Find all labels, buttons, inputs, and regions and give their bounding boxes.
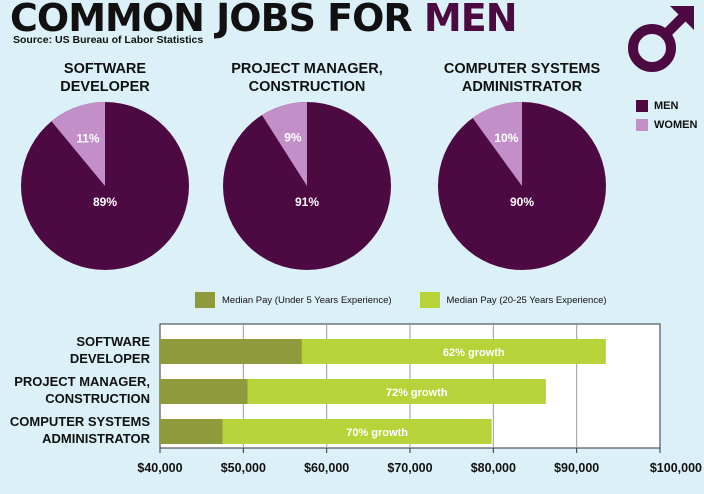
bar-pay-under5 [160,339,302,364]
legend-item-20-25: Median Pay (20-25 Years Experience) [419,292,607,308]
pie-slice-women [51,102,105,186]
bar-annotation: 72% growth [386,387,448,399]
source-note: Source: US Bureau of Labor Statistics [13,34,204,46]
legend-item-men: MEN [636,100,697,112]
bar-legend: Median Pay (Under 5 Years Experience) Me… [195,292,635,308]
pie-software-developer: SOFTWARE DEVELOPER 11% 89% [10,60,200,277]
tick-label: $40,000 [137,461,182,475]
pie-slice-women [472,102,522,186]
pie-label-women: 11% [76,132,100,146]
pie-title-line: ADMINISTRATOR [461,79,583,95]
pie-slice-women [261,102,307,186]
category-label: CONSTRUCTION [45,391,150,406]
pie-label-women: 10% [494,131,518,145]
pie-label-men: 91% [295,195,319,209]
pie-label-men: 90% [510,195,534,209]
bar-annotation: 70% growth [346,427,408,439]
pie-label-men: 89% [93,195,117,209]
legend-swatch-under5 [195,292,215,308]
legend-label: WOMEN [654,119,698,131]
category-label: DEVELOPER [70,351,151,366]
bar-chart: $40,000 $50,000 $60,000 $70,000 $80,000 $90,0… [10,323,702,475]
tick-label: $50,000 [221,461,266,475]
legend-swatch-women [636,119,648,131]
tick-label: $90,000 [554,461,599,475]
pie-title-line: SOFTWARE [63,61,147,77]
pie-title: PROJECT MANAGER, CONSTRUCTION [212,60,402,100]
pie-title-line: COMPUTER SYSTEMS [443,61,601,77]
legend-swatch-men [636,100,648,112]
pie-chart: 9% 91% [223,102,391,270]
bar-pay-under5 [160,379,248,404]
page-title: COMMON JOBS FOR MEN [10,0,517,40]
pie-chart: 11% 89% [21,102,189,270]
pie-title-line: CONSTRUCTION [248,79,366,95]
tick-label: $70,000 [387,461,432,475]
legend-label: MEN [654,100,679,112]
pie-title-line: PROJECT MANAGER, [231,61,383,77]
pie-project-manager: PROJECT MANAGER, CONSTRUCTION 9% 91% [212,60,402,277]
category-label: ADMINISTRATOR [42,431,150,446]
pie-legend: MEN WOMEN [636,100,697,138]
pie-label-women: 9% [284,131,302,145]
pie-title-line: DEVELOPER [60,79,150,95]
category-label: SOFTWARE [76,334,150,349]
legend-item-women: WOMEN [636,119,697,131]
pie-title: SOFTWARE DEVELOPER [10,60,200,100]
legend-label: Median Pay (20-25 Years Experience) [446,294,607,306]
tick-label: $100,000 [650,461,702,475]
title-accent: MEN [423,0,518,40]
tick-label: $60,000 [304,461,349,475]
legend-swatch-20-25 [419,292,440,308]
male-symbol-icon [628,6,694,72]
bar-annotation: 62% growth [443,347,505,359]
category-label: COMPUTER SYSTEMS [10,414,150,429]
bar-pay-under5 [160,419,223,444]
legend-label: Median Pay (Under 5 Years Experience) [222,294,392,306]
pie-title: COMPUTER SYSTEMS ADMINISTRATOR [427,60,617,100]
tick-label: $80,000 [471,461,516,475]
title-main: COMMON JOBS FOR [10,0,424,40]
legend-item-under5: Median Pay (Under 5 Years Experience) [195,292,392,308]
pie-chart: 10% 90% [438,102,606,270]
pie-computer-systems-admin: COMPUTER SYSTEMS ADMINISTRATOR 10% 90% [427,60,617,277]
category-label: PROJECT MANAGER, [14,374,150,389]
